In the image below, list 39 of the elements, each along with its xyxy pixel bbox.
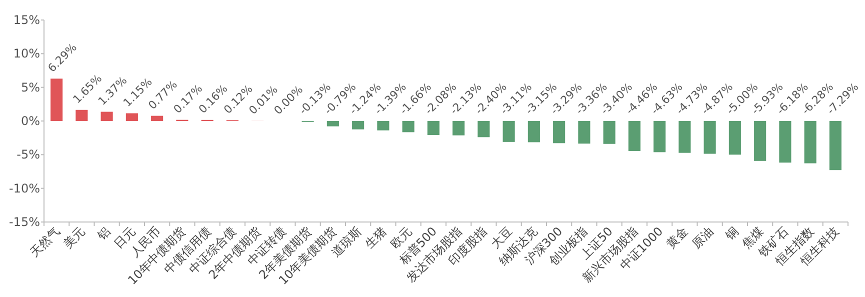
x-tick-label: 铜 xyxy=(722,224,742,244)
bar xyxy=(779,121,792,163)
y-tick-label: 0% xyxy=(20,114,40,128)
bar xyxy=(754,121,766,161)
bar xyxy=(326,121,339,126)
bar xyxy=(704,121,716,154)
y-tick-label: 10% xyxy=(13,46,40,61)
bar xyxy=(829,121,842,170)
bar xyxy=(678,121,691,153)
bar xyxy=(528,121,540,142)
bar xyxy=(151,116,164,121)
bar xyxy=(76,110,88,121)
bar xyxy=(728,121,741,155)
bar xyxy=(603,121,616,144)
bar xyxy=(126,113,138,121)
y-tick-label: -5% xyxy=(16,148,40,162)
bar xyxy=(352,121,364,130)
bar xyxy=(100,112,113,121)
y-tick-label: 5% xyxy=(20,80,40,94)
bar xyxy=(427,121,440,136)
bar xyxy=(478,121,490,138)
bar xyxy=(804,121,816,164)
y-tick-label: 15% xyxy=(13,13,40,27)
bar xyxy=(628,121,640,152)
x-tick-label: 黄金 xyxy=(664,224,691,252)
bar xyxy=(452,121,465,136)
bar xyxy=(578,121,590,144)
bar xyxy=(377,121,390,130)
bar xyxy=(502,121,515,142)
x-tick-label: 铝 xyxy=(94,224,113,244)
x-tick-label: 原油 xyxy=(689,224,716,252)
bar xyxy=(402,121,414,132)
bar xyxy=(50,78,63,121)
x-tick-label: 美元 xyxy=(60,224,88,252)
bar xyxy=(654,121,666,152)
bar xyxy=(553,121,566,144)
y-tick-label: -10% xyxy=(8,181,40,196)
y-tick-label: -15% xyxy=(8,215,40,229)
x-tick-label: 生猪 xyxy=(362,224,390,252)
